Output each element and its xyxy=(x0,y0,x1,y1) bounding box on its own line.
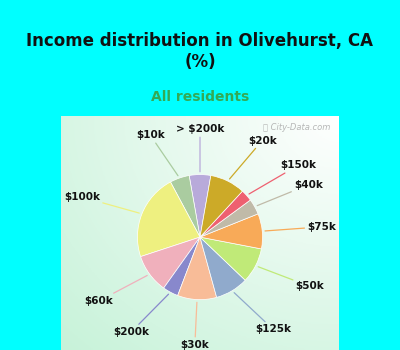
Wedge shape xyxy=(200,175,242,237)
Text: All residents: All residents xyxy=(151,90,249,104)
Text: $75k: $75k xyxy=(265,222,336,232)
Wedge shape xyxy=(140,237,200,288)
Wedge shape xyxy=(164,237,200,295)
Wedge shape xyxy=(200,214,262,249)
Text: $30k: $30k xyxy=(180,302,209,350)
Text: Income distribution in Olivehurst, CA
(%): Income distribution in Olivehurst, CA (%… xyxy=(26,32,374,71)
Text: $10k: $10k xyxy=(136,130,178,176)
Wedge shape xyxy=(200,237,245,298)
Text: $50k: $50k xyxy=(258,267,324,292)
Wedge shape xyxy=(200,200,258,237)
Text: $20k: $20k xyxy=(230,135,276,179)
Text: ⓘ City-Data.com: ⓘ City-Data.com xyxy=(263,122,331,132)
Text: > $200k: > $200k xyxy=(176,124,224,172)
Wedge shape xyxy=(170,175,200,237)
Text: $60k: $60k xyxy=(84,275,147,306)
Text: $150k: $150k xyxy=(249,160,316,194)
Text: $100k: $100k xyxy=(64,192,139,213)
Wedge shape xyxy=(189,175,211,237)
Text: $125k: $125k xyxy=(234,293,291,335)
Wedge shape xyxy=(200,191,250,237)
Text: $200k: $200k xyxy=(113,294,168,337)
Wedge shape xyxy=(178,237,217,300)
Wedge shape xyxy=(200,237,262,280)
Text: $40k: $40k xyxy=(257,180,323,206)
Wedge shape xyxy=(138,182,200,257)
